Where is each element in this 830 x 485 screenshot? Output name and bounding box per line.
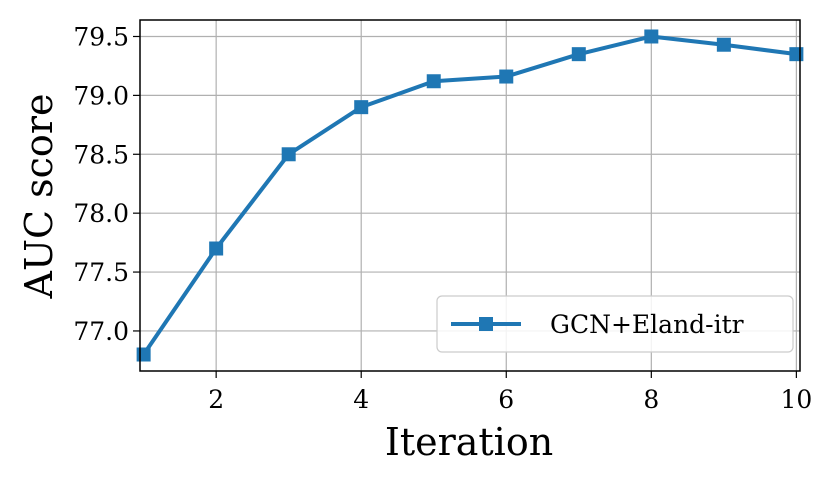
data-point-marker xyxy=(499,69,514,84)
x-tick-label: 6 xyxy=(498,385,514,414)
y-tick-label: 77.0 xyxy=(73,317,129,346)
data-point-marker xyxy=(789,47,804,62)
x-tick-label: 8 xyxy=(643,385,659,414)
x-ticks: 2 4 6 8 10 xyxy=(208,371,812,414)
y-tick-label: 77.5 xyxy=(73,258,129,287)
data-point-marker xyxy=(571,47,586,62)
data-point-marker xyxy=(716,37,731,52)
y-axis-label: AUC score xyxy=(17,94,61,300)
data-point-marker xyxy=(644,29,659,44)
data-point-marker xyxy=(426,74,441,89)
legend-label: GCN+Eland-itr xyxy=(550,310,744,339)
data-point-marker xyxy=(354,100,369,115)
data-point-marker xyxy=(281,147,296,162)
y-tick-label: 78.0 xyxy=(73,199,129,228)
legend-square-marker-icon xyxy=(479,317,493,331)
data-point-marker xyxy=(136,347,151,362)
data-point-marker xyxy=(209,241,224,256)
legend-box xyxy=(436,295,794,353)
y-tick-label: 78.5 xyxy=(73,140,129,169)
x-axis-label: Iteration xyxy=(385,420,553,464)
y-ticks: 77.0 77.5 78.0 78.5 79.0 79.5 xyxy=(73,22,140,346)
x-tick-label: 2 xyxy=(208,385,224,414)
y-tick-label: 79.0 xyxy=(73,81,129,110)
series-line xyxy=(141,34,797,356)
legend: GCN+Eland-itr xyxy=(436,295,794,353)
x-tick-label: 10 xyxy=(780,385,812,414)
plot-frame xyxy=(139,19,801,372)
y-tick-label: 79.5 xyxy=(73,22,129,51)
x-tick-label: 4 xyxy=(353,385,369,414)
